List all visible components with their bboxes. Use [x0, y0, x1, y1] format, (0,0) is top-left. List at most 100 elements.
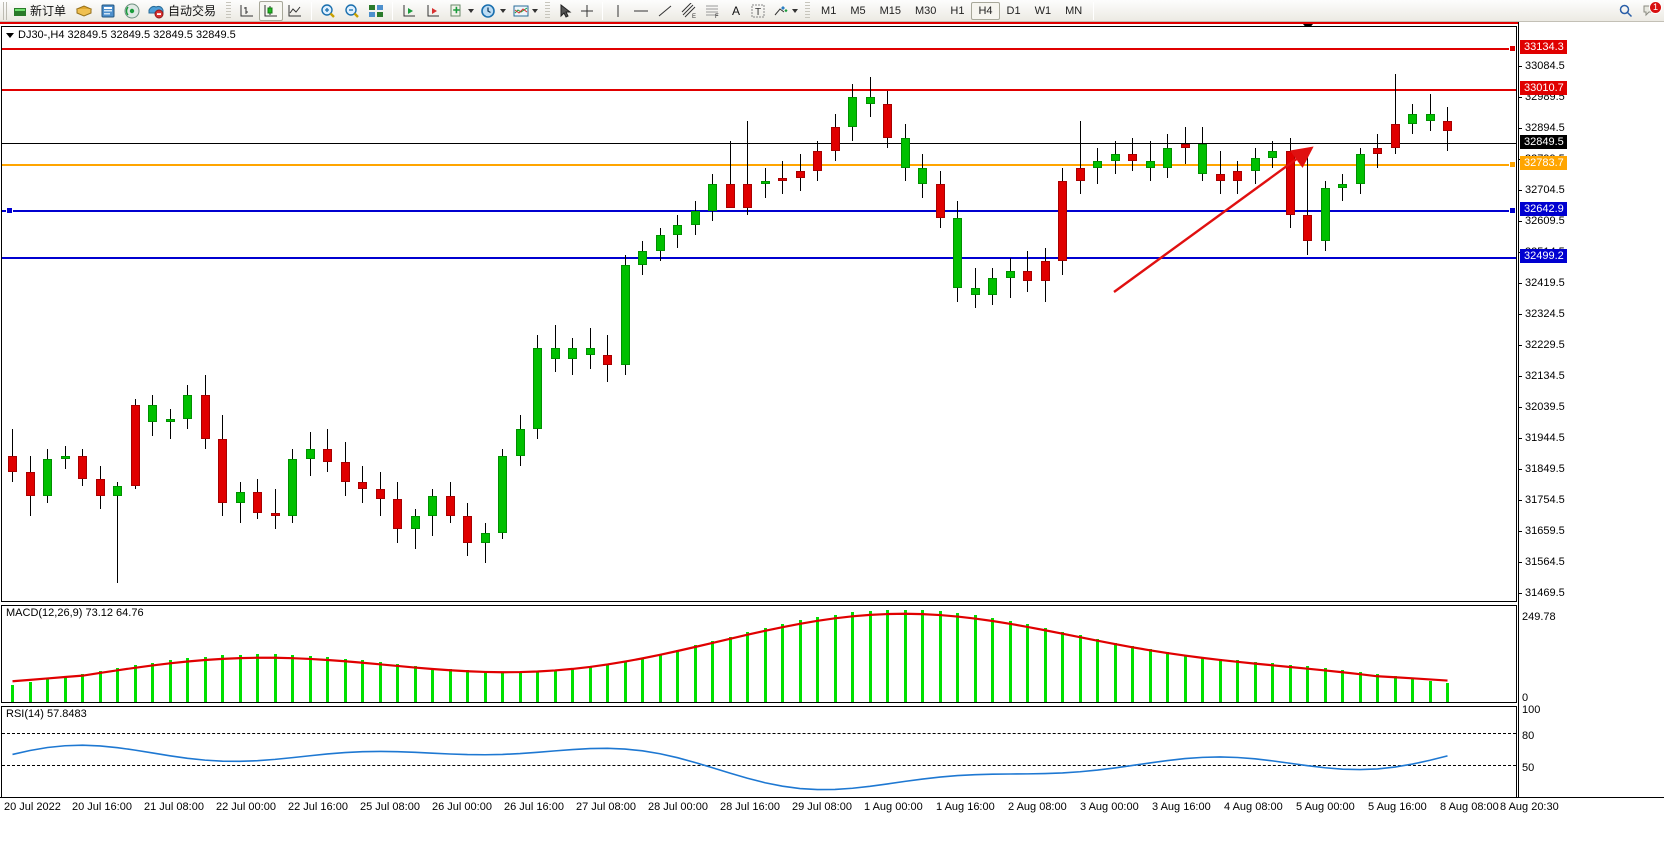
timeframe-m1[interactable]: M1 — [821, 4, 837, 17]
time-tick-label: 1 Aug 00:00 — [864, 801, 923, 813]
crosshair-tool-icon[interactable] — [576, 1, 598, 21]
candle-wick — [169, 408, 171, 439]
time-tick-label: 3 Aug 00:00 — [1080, 801, 1139, 813]
candle-body — [550, 348, 560, 359]
line-chart-icon[interactable] — [283, 1, 307, 21]
price-axis[interactable]: 33084.532989.532894.532799.532704.532609… — [1518, 22, 1664, 819]
new-order-button[interactable]: 新订单 — [10, 1, 72, 21]
fibonacci-tool-icon[interactable]: F — [701, 1, 725, 21]
timeframe-m5[interactable]: M5 — [850, 4, 866, 17]
tile-windows-icon[interactable] — [364, 1, 388, 21]
time-axis[interactable]: 20 Jul 2022 20 Jul 16:00 21 Jul 08:00 22 Ju… — [0, 797, 1664, 819]
candle-body — [743, 184, 752, 208]
scroll-start-icon[interactable] — [397, 1, 421, 21]
candle-body — [78, 455, 87, 480]
price-level-label[interactable]: 32499.2 — [1520, 249, 1567, 263]
period-clock-icon[interactable] — [477, 1, 509, 21]
scroll-end-icon[interactable] — [421, 1, 445, 21]
timeframe-m15[interactable]: M15 — [879, 4, 901, 17]
signals-icon[interactable] — [120, 1, 144, 21]
time-tick-label: 28 Jul 16:00 — [720, 801, 780, 813]
add-indicator-button[interactable] — [445, 1, 477, 21]
macd-bar — [1428, 680, 1432, 702]
chevron-down-icon-2[interactable] — [500, 8, 507, 13]
chart-area[interactable]: DJ30-,H4 32849.5 32849.5 32849.5 32849.5… — [0, 22, 1664, 819]
trendline-tool-icon[interactable] — [653, 1, 677, 21]
macd-bar — [606, 663, 609, 702]
timeframe-h4[interactable]: H4 — [971, 1, 1000, 20]
text-label-tool-icon[interactable]: T — [747, 1, 769, 21]
candle-body — [498, 455, 507, 533]
macd-bar — [168, 660, 172, 702]
cursor-tool-icon[interactable] — [554, 1, 576, 21]
templates-icon[interactable] — [509, 1, 541, 21]
timeframe-mn[interactable]: MN — [1065, 4, 1083, 17]
chevron-down-icon-4[interactable] — [792, 8, 799, 13]
price-tick-label: 32229.5 — [1525, 339, 1565, 351]
toolbar-grip-2[interactable] — [226, 1, 232, 20]
price-level-label[interactable]: 32642.9 — [1520, 202, 1567, 216]
price-tick-label: 31849.5 — [1525, 463, 1565, 475]
price-level-marker-32783[interactable] — [1509, 161, 1516, 168]
search-icon[interactable] — [1614, 1, 1638, 21]
price-pane[interactable]: DJ30-,H4 32849.5 32849.5 32849.5 32849.5 — [1, 26, 1517, 602]
price-level-label[interactable]: 33134.3 — [1520, 40, 1567, 54]
chart-collapse-icon[interactable] — [6, 33, 14, 38]
price-level-marker-32642-left[interactable] — [6, 207, 13, 214]
toolbar-grip-4[interactable] — [805, 1, 811, 20]
notification-count: 1 — [1652, 2, 1658, 12]
candle-body — [148, 405, 157, 423]
price-tick-label: 31469.5 — [1525, 587, 1565, 599]
candle-body — [218, 438, 227, 503]
price-level-marker-32642[interactable] — [1509, 207, 1516, 214]
candle-body — [935, 184, 945, 218]
market-icon[interactable]: 自动交易 — [144, 1, 222, 21]
horizontal-line-tool-icon[interactable] — [629, 1, 653, 21]
price-level-marker-33134[interactable] — [1509, 45, 1516, 52]
macd-bar — [1166, 652, 1169, 702]
time-tick-label: 28 Jul 00:00 — [648, 801, 708, 813]
time-tick-label: 1 Aug 16:00 — [936, 801, 995, 813]
equidistant-channel-tool-icon[interactable]: E — [677, 1, 701, 21]
macd-pane[interactable]: MACD(12,26,9) 73.12 64.76 — [1, 605, 1517, 703]
price-level-line-32783[interactable] — [2, 164, 1516, 166]
candlestick-chart-icon[interactable] — [259, 0, 284, 21]
chevron-down-icon[interactable] — [468, 8, 475, 13]
price-level-label[interactable]: 32849.5 — [1520, 135, 1567, 149]
price-level-line-32642[interactable] — [2, 210, 1516, 212]
notifications-button[interactable]: 1 — [1638, 0, 1662, 21]
objects-list-icon[interactable] — [769, 1, 801, 21]
time-tick-label: 5 Aug 00:00 — [1296, 801, 1355, 813]
timeframe-w1[interactable]: W1 — [1034, 4, 1052, 17]
zoom-in-icon[interactable] — [316, 1, 340, 21]
macd-bar — [343, 658, 347, 702]
price-level-label[interactable]: 32783.7 — [1520, 156, 1567, 170]
macd-bar — [1201, 656, 1204, 702]
toolbar-grip[interactable] — [3, 1, 7, 20]
chevron-down-icon-3[interactable] — [532, 8, 539, 13]
terminal-icon[interactable] — [96, 1, 120, 21]
timeframe-h1[interactable]: H1 — [950, 4, 965, 17]
zoom-out-icon[interactable] — [340, 1, 364, 21]
macd-bar — [501, 671, 504, 702]
text-tool-icon[interactable]: A — [725, 1, 747, 21]
price-level-line-33134[interactable] — [2, 48, 1516, 50]
new-order-label: 新订单 — [30, 4, 67, 18]
macd-bar — [1218, 658, 1222, 702]
candle-body — [1320, 187, 1330, 242]
price-level-label[interactable]: 33010.7 — [1520, 81, 1567, 95]
price-level-line-32499[interactable] — [2, 257, 1516, 259]
candle-body — [603, 355, 612, 366]
vertical-line-tool-icon[interactable] — [607, 1, 629, 21]
price-level-line-32849[interactable] — [2, 143, 1516, 144]
toolbar-grip-3[interactable] — [545, 1, 551, 20]
bar-chart-icon[interactable] — [235, 1, 259, 21]
candle-body — [1338, 184, 1347, 188]
macd-bar — [553, 670, 557, 702]
timeframe-m30[interactable]: M30 — [915, 4, 937, 17]
timeframe-d1[interactable]: D1 — [1006, 4, 1021, 17]
candle-wick — [869, 77, 871, 118]
briefcase-icon[interactable] — [72, 1, 96, 21]
candle-body — [95, 479, 105, 496]
price-level-line-33010[interactable] — [2, 89, 1516, 91]
